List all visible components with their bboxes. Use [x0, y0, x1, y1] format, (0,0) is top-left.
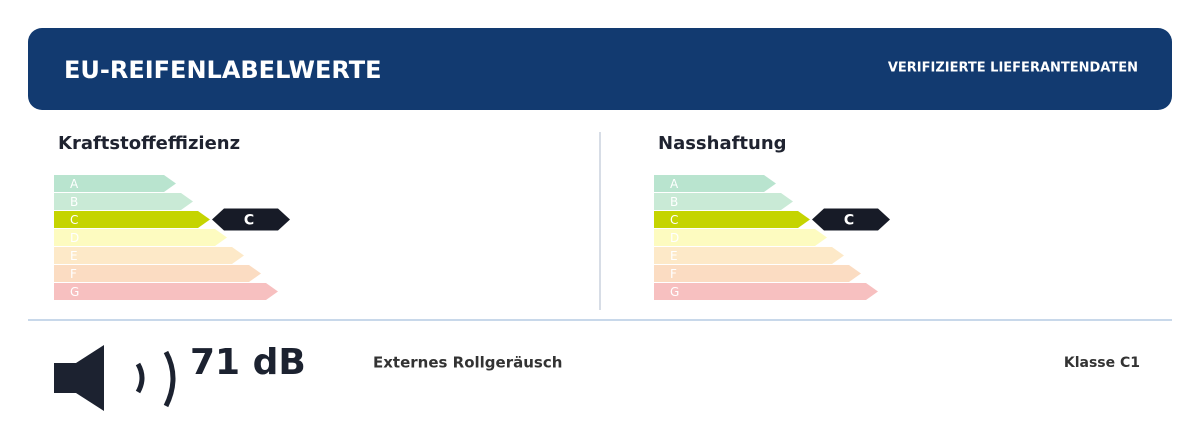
class-bar: [54, 211, 210, 228]
selected-marker: [812, 208, 890, 231]
class-bar: [54, 229, 227, 246]
selected-class: C: [244, 213, 254, 229]
class-bar: [654, 229, 827, 246]
class-bar: [654, 211, 810, 228]
class-letter: F: [70, 267, 77, 281]
panel-title: Nasshaftung: [658, 133, 787, 154]
class-letter: C: [70, 213, 78, 227]
class-bar: [54, 283, 278, 300]
class-letter: G: [70, 285, 79, 299]
class-letter: F: [670, 267, 677, 281]
header-bar: [28, 28, 1172, 110]
class-bar: [654, 193, 793, 210]
class-bar: [654, 175, 776, 192]
class-bar: [54, 175, 176, 192]
header-subtitle: VERIFIZIERTE LIEFERANTENDATEN: [888, 61, 1138, 76]
noise-value: 71 dB: [190, 342, 306, 383]
speaker-icon: [54, 345, 176, 411]
class-letter: D: [70, 231, 79, 245]
class-bar: [654, 247, 844, 264]
class-letter: E: [70, 249, 78, 263]
class-letter: G: [670, 285, 679, 299]
noise-class: Klasse C1: [1064, 355, 1140, 371]
selected-marker: [212, 208, 290, 231]
panel-title: Kraftstoffeffizienz: [58, 133, 240, 154]
class-letter: A: [70, 177, 79, 191]
class-letter: D: [670, 231, 679, 245]
class-bar: [654, 265, 861, 282]
class-letter: B: [70, 195, 78, 209]
class-bar: [654, 283, 878, 300]
class-letter: B: [670, 195, 678, 209]
class-bar: [54, 265, 261, 282]
noise-label: Externes Rollgeräusch: [373, 354, 562, 372]
class-letter: E: [670, 249, 678, 263]
class-bar: [54, 193, 193, 210]
class-letter: A: [670, 177, 679, 191]
class-bar: [54, 247, 244, 264]
selected-class: C: [844, 213, 854, 229]
header-title: EU-REIFENLABELWERTE: [64, 56, 382, 84]
class-letter: C: [670, 213, 678, 227]
